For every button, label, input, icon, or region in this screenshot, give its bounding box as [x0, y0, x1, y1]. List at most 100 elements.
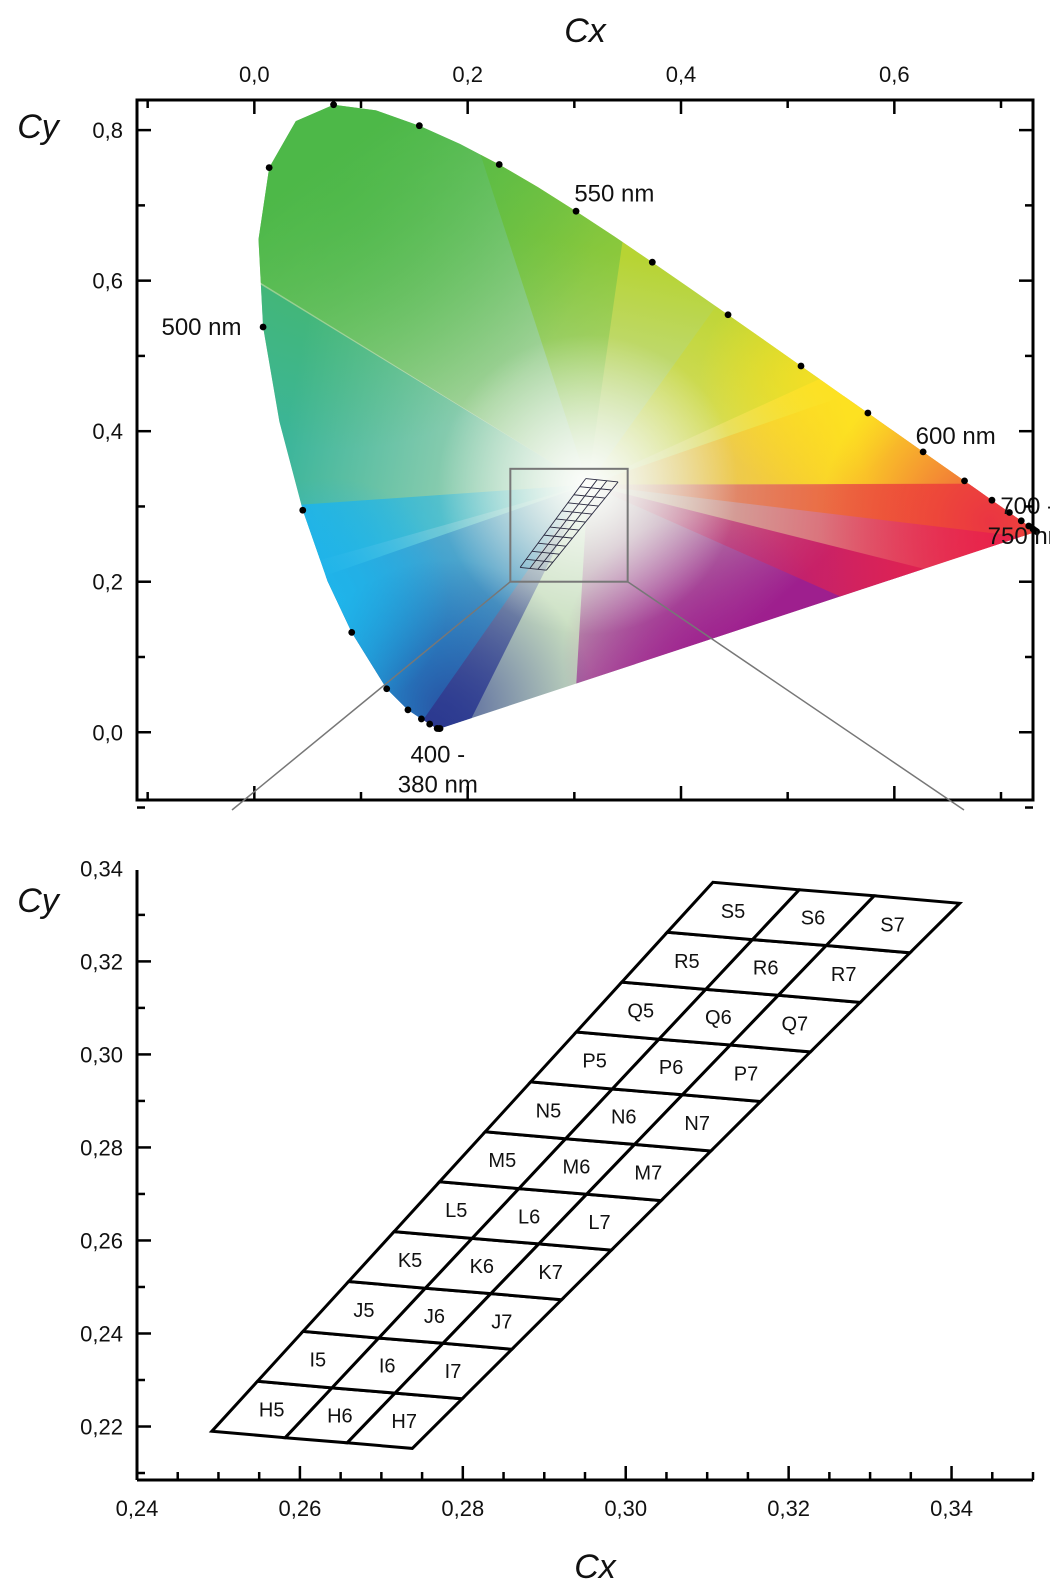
bin-row-letter: S [880, 914, 893, 936]
bin-label: Q6 [705, 1007, 732, 1029]
bottom-y-axis-title: Cy [17, 882, 61, 920]
mini-grid-line [546, 481, 619, 571]
bin-label: Q7 [781, 1014, 808, 1036]
locus-marker [961, 477, 968, 485]
mini-grid-line [579, 486, 612, 491]
locus-marker [724, 311, 732, 319]
bin-row-letter: H [391, 1411, 405, 1433]
bin-label: K6 [470, 1256, 494, 1278]
bin-row-letter: N [536, 1100, 550, 1122]
bin-label: M6 [563, 1157, 591, 1179]
wavelength-label: 500 nm [161, 314, 241, 341]
bin-row-letter: K [470, 1256, 484, 1278]
bottom-y-tick-labels: 0,22 0,24 0,26 0,28 0,30 0,32 0,34 [80, 856, 123, 1439]
wavelength-label: 550 nm [574, 181, 654, 208]
bin-row-letter: Q [781, 1014, 797, 1036]
bin-row-letter: P [734, 1063, 747, 1085]
wavelength-label: 600 nm [916, 423, 996, 450]
x-tick-label: 0,28 [441, 1496, 484, 1521]
mini-grid-line [567, 502, 599, 507]
bin-label: K7 [538, 1262, 562, 1284]
bin-label: N7 [684, 1113, 710, 1135]
bin-column-number: 7 [747, 1063, 758, 1085]
zoom-box [509, 467, 629, 583]
mini-grid-line [537, 542, 566, 547]
bin-column-number: 5 [550, 1100, 561, 1122]
mini-grid-line [537, 480, 608, 570]
x-tick-label: 0,0 [239, 62, 270, 87]
wavelength-markers [259, 101, 1041, 733]
bin-label: H7 [391, 1411, 417, 1433]
gamut-wedges [258, 104, 1037, 729]
bin-row-letter: H [259, 1399, 273, 1421]
x-tick-label: 0,6 [879, 62, 910, 87]
bin-label: P6 [659, 1057, 683, 1079]
bin-column-number: 7 [894, 914, 905, 936]
bin-column-number: 6 [434, 1306, 445, 1328]
bin-column-number: 5 [734, 901, 745, 923]
bin-row-letter: L [588, 1212, 599, 1234]
top-y-tick-labels: 0,0 0,2 0,4 0,6 0,8 [92, 118, 123, 745]
mini-grid-line [520, 566, 547, 571]
x-tick-label: 0,32 [767, 1496, 810, 1521]
x-tick-label: 0,24 [116, 1496, 159, 1521]
x-tick-label: 0,30 [604, 1496, 647, 1521]
mini-grid-line [549, 526, 580, 531]
x-tick-label: 0,4 [666, 62, 697, 87]
mini-grid-line [573, 494, 606, 499]
bin-label: S7 [880, 914, 904, 936]
bin-column-number: 6 [767, 957, 778, 979]
bin-row-letter: I [379, 1356, 385, 1378]
locus-marker [383, 685, 391, 693]
bin-label: N6 [611, 1107, 637, 1129]
bottom-x-axis-title: Cx [574, 1548, 617, 1586]
bin-label: P7 [734, 1063, 758, 1085]
mini-grid-line [585, 478, 619, 483]
bin-row-letter: K [398, 1250, 412, 1272]
locus-marker [433, 725, 441, 732]
bin-column-number: 6 [342, 1405, 353, 1427]
top-x-tick-labels: 0,0 0,2 0,4 0,6 [239, 62, 910, 87]
bin-column-number: 6 [721, 1007, 732, 1029]
bin-label: S5 [721, 901, 745, 923]
white-point-glow [437, 334, 738, 635]
x-tick-label: 0,26 [278, 1496, 321, 1521]
zoom-connector-left [231, 581, 511, 811]
locus-marker [426, 720, 434, 728]
y-tick-label: 0,22 [80, 1415, 123, 1440]
bin-column-number: 5 [689, 951, 700, 973]
bin-row-letter: H [327, 1405, 341, 1427]
x-tick-label: 0,2 [452, 62, 483, 87]
mini-grid-line [561, 510, 593, 515]
bin-column-number: 5 [363, 1300, 374, 1322]
y-tick-label: 0,4 [92, 419, 123, 444]
wavelength-label: 380 nm [398, 771, 478, 798]
bin-column-number: 6 [483, 1256, 494, 1278]
bin-cells [208, 880, 964, 1450]
locus-marker [495, 161, 503, 168]
locus-marker [259, 323, 267, 331]
bin-column-number: 7 [699, 1113, 710, 1135]
bin-row-letter: J [353, 1300, 363, 1322]
bin-label: R7 [831, 964, 857, 986]
bin-row-letter: S [721, 901, 734, 923]
bin-label: H5 [259, 1399, 285, 1421]
locus-marker [415, 122, 423, 130]
bin-row-letter: K [538, 1262, 552, 1284]
bin-row-letter: J [424, 1306, 434, 1328]
bin-column-number: 7 [797, 1014, 808, 1036]
bin-column-number: 5 [505, 1150, 516, 1172]
bin-row-letter: R [753, 957, 767, 979]
locus-marker [572, 207, 580, 215]
y-tick-label: 0,32 [80, 949, 123, 974]
top-y-axis-title: Cy [17, 108, 61, 146]
y-tick-label: 0,6 [92, 269, 123, 294]
zoom-connector-right [627, 581, 965, 811]
bin-row-letter: N [684, 1113, 698, 1135]
bin-row-letter: I [309, 1350, 315, 1372]
top-axis-ticks [137, 100, 1033, 809]
bin-row-letter: P [582, 1051, 595, 1073]
bin-column-number: 7 [599, 1212, 610, 1234]
